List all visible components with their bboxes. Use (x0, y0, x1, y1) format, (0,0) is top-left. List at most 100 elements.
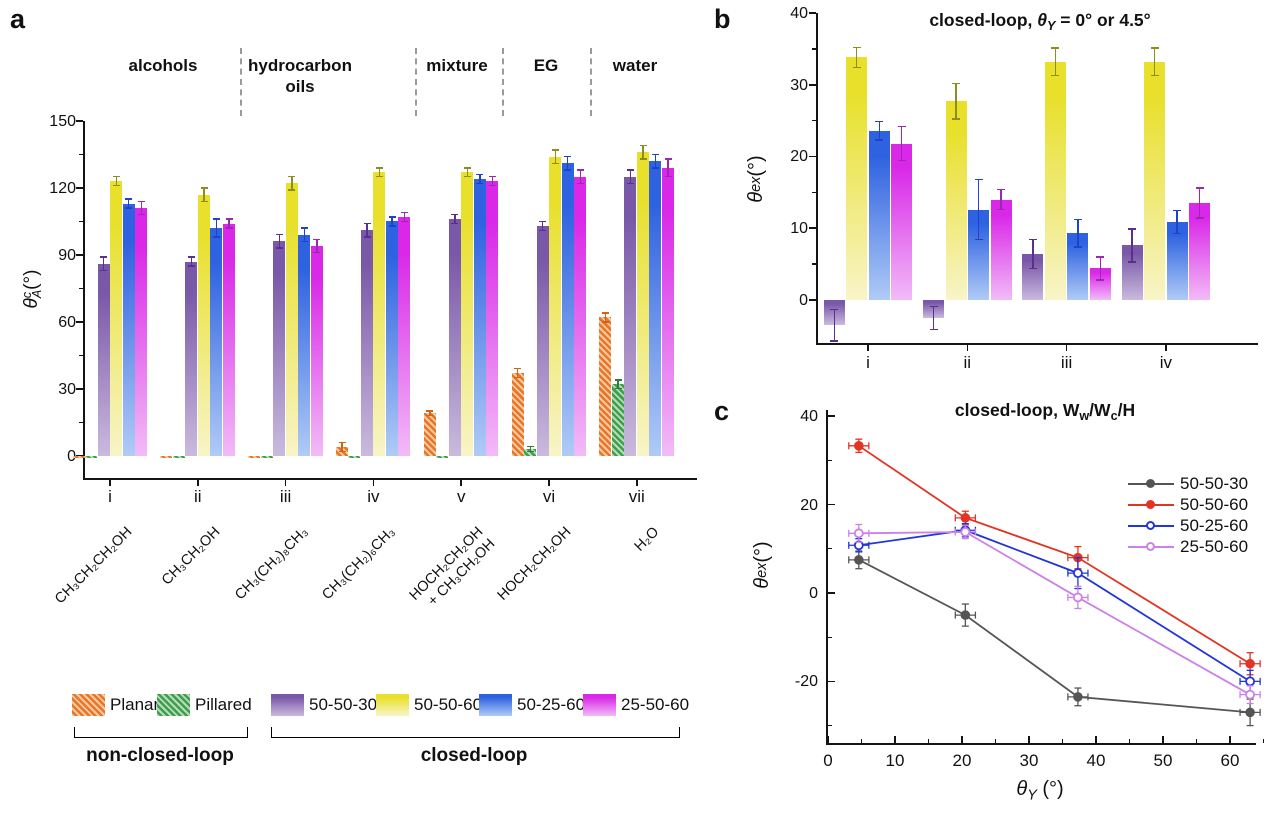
text-fragment: Y (1047, 19, 1056, 34)
marker-25-50-60 (960, 527, 971, 537)
error-bar-cap (488, 185, 496, 187)
bar-Planar (160, 455, 173, 458)
y-tick (828, 503, 835, 506)
text-fragment: = 0° or 4.5° (1055, 10, 1151, 30)
y-tick-label: 0 (809, 585, 818, 602)
legend-swatch-Planar (72, 694, 105, 716)
legend-label: Pillared (195, 695, 252, 714)
error-bar-cap (275, 234, 283, 236)
bar-Planar (423, 413, 436, 456)
text-fragment: θ (744, 191, 767, 203)
y-tick (809, 83, 817, 86)
bar-50-50-60 (110, 181, 122, 456)
error-bar (833, 309, 835, 341)
error-bar-cap (539, 220, 547, 223)
y-minor-tick (79, 421, 84, 423)
error-bar (228, 219, 230, 229)
error-bar-cap (830, 340, 839, 342)
error-bar-cap (602, 312, 610, 314)
x-tick (867, 344, 869, 351)
bar-Planar (599, 317, 612, 456)
y-minor-tick (812, 48, 817, 50)
error-bar (1099, 256, 1102, 280)
error-bar (1176, 210, 1178, 234)
section-divider (240, 48, 242, 116)
error-bar-cap (1096, 256, 1105, 258)
error-bar-cap (275, 247, 283, 249)
error-bar (955, 83, 957, 120)
marker-50-50-30 (1073, 692, 1083, 702)
error-bar-cap (897, 125, 906, 128)
error-bar-cap (664, 158, 672, 160)
y-minor-tick (812, 263, 817, 265)
bar-50-50-60 (197, 194, 210, 456)
category-label: iv (1159, 353, 1173, 372)
marker-50-50-60 (960, 513, 971, 523)
text-fragment: (°) (21, 269, 42, 290)
bar-25-50-60 (574, 176, 586, 456)
error-bar-cap (551, 149, 559, 151)
y-axis-label: θ ex (°) (743, 119, 769, 239)
x-axis (83, 478, 697, 480)
x-tick (1162, 736, 1164, 743)
bar-50-50-30 (273, 241, 286, 456)
error-bar-cap (1028, 267, 1037, 270)
section-divider (415, 48, 417, 116)
error-bar-cap (627, 182, 635, 185)
error-bar-cap (1150, 74, 1159, 77)
y-tick (809, 227, 817, 229)
text-fragment: θ (1016, 778, 1028, 800)
y-tick (76, 387, 84, 390)
error-bar (542, 221, 544, 231)
y-tick-label: 40 (800, 408, 818, 426)
error-bar-cap (463, 176, 471, 178)
section-header: water (612, 56, 658, 75)
error-bar-cap (213, 218, 221, 220)
x-axis (816, 343, 1258, 345)
legend-swatch-50-50-30 (271, 694, 304, 716)
error-bar (554, 150, 556, 164)
error-bar (403, 212, 406, 222)
x-minor-tick (1195, 739, 1198, 743)
bar-25-50-60 (1189, 203, 1211, 300)
text-fragment: ex (754, 562, 770, 578)
y-minor-tick (812, 119, 817, 122)
error-bar (378, 167, 381, 177)
error-bar (466, 167, 469, 177)
error-bar-cap (929, 328, 938, 331)
x-minor-tick (860, 739, 863, 743)
error-bar-cap (338, 450, 346, 452)
error-bar-cap (112, 176, 120, 178)
y-minor-tick (828, 548, 832, 550)
error-bar-cap (639, 158, 647, 160)
error-bar (1000, 189, 1002, 210)
section-header: alcohols (128, 56, 198, 75)
bar-Planar (511, 373, 524, 456)
category-label: iv (367, 487, 380, 506)
bar-50-50-60 (285, 183, 298, 456)
text-fragment: /W (1089, 400, 1111, 420)
y-tick-label: 0 (799, 291, 808, 309)
legend-swatch-50-25-60 (479, 694, 512, 716)
bar-50-50-60 (1144, 61, 1166, 300)
category-label: v (456, 487, 466, 506)
x-tick-label: 20 (952, 751, 972, 770)
bar-Planar (248, 455, 261, 458)
x-axis (826, 743, 1256, 745)
error-bar-cap (614, 379, 622, 381)
y-tick-label: 120 (49, 179, 76, 197)
panel-a-letter: a (10, 4, 26, 34)
bar-Pillared (436, 455, 449, 458)
error-bar-cap (602, 321, 610, 323)
legend-label: 25-50-60 (1180, 536, 1249, 556)
y-tick-label: 0 (36, 448, 76, 465)
legend-label: 50-25-60 (517, 695, 586, 714)
error-bar-cap (451, 214, 459, 216)
y-tick (76, 254, 84, 256)
panel-c: c closed-loop, Ww/Wc/H 0 10 20 30 40 50 60 -20 0 2… (700, 380, 1268, 821)
error-bar (1032, 239, 1034, 269)
bar-Pillared (611, 384, 624, 456)
bar-50-50-30 (536, 225, 549, 456)
error-bar (1153, 48, 1156, 76)
x-tick-label: 10 (885, 751, 905, 770)
